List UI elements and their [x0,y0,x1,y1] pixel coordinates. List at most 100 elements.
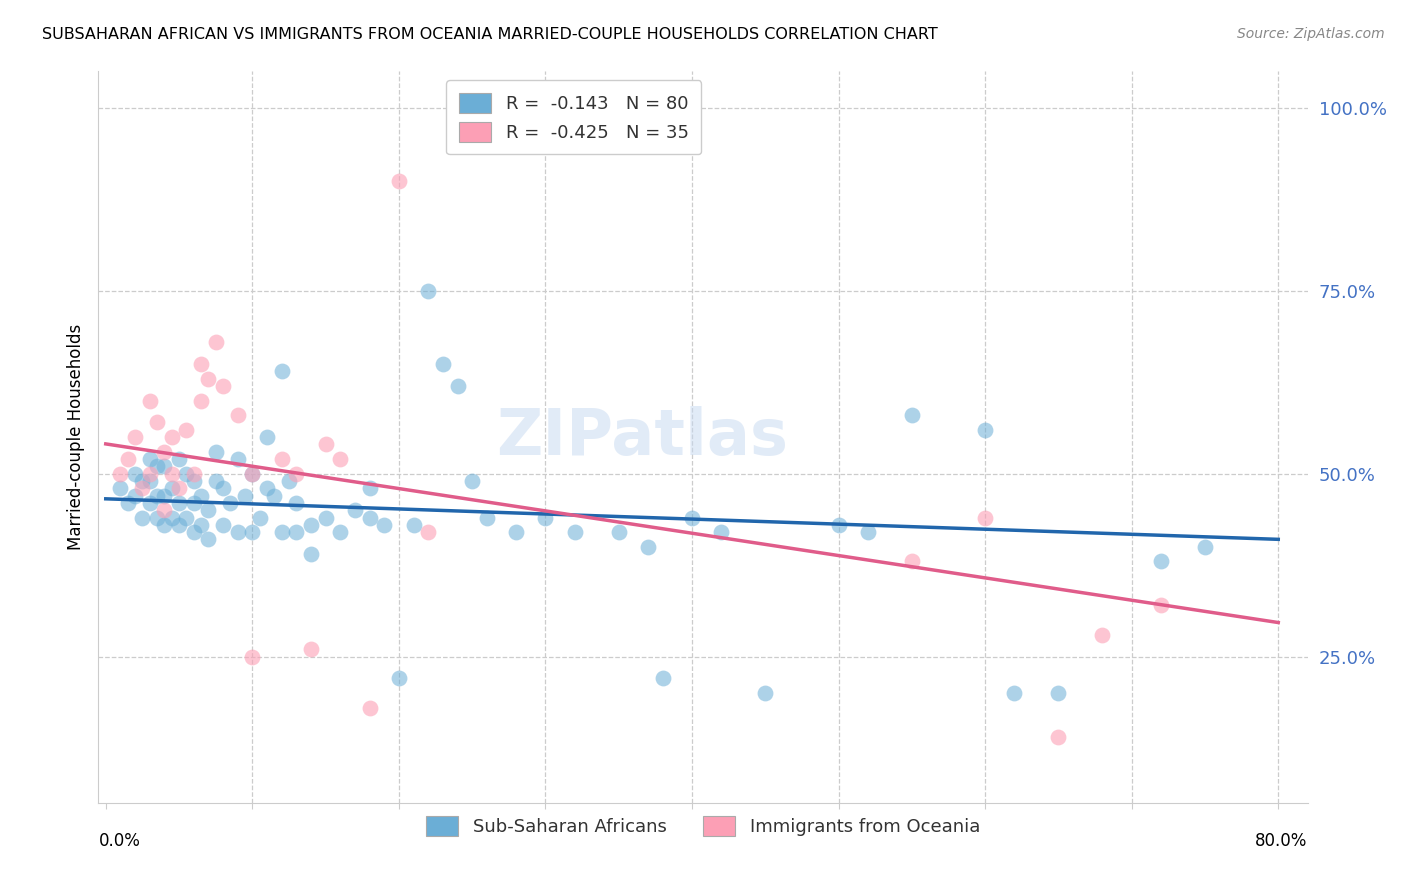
Point [343,503,366,517]
Point [167,481,190,495]
Point [197,371,219,385]
Point [240,467,263,481]
Point [446,379,468,393]
Point [197,503,219,517]
Point [146,416,169,430]
Point [131,474,153,488]
Point [373,517,395,532]
Point [329,525,352,540]
Point [754,686,776,700]
Point [1047,686,1070,700]
Point [461,474,484,488]
Point [110,467,132,481]
Point [299,517,322,532]
Point [124,430,146,444]
Point [212,379,235,393]
Point [388,672,411,686]
Point [183,474,205,488]
Point [475,510,498,524]
Point [153,444,176,458]
Point [190,517,212,532]
Point [117,452,139,467]
Point [226,525,249,540]
Point [110,481,132,495]
Text: SUBSAHARAN AFRICAN VS IMMIGRANTS FROM OCEANIA MARRIED-COUPLE HOUSEHOLDS CORRELAT: SUBSAHARAN AFRICAN VS IMMIGRANTS FROM OC… [42,27,938,42]
Point [160,430,183,444]
Point [418,525,440,540]
Point [564,525,586,540]
Point [226,408,249,422]
Point [190,393,212,408]
Point [146,489,169,503]
Point [1091,627,1114,641]
Point [607,525,630,540]
Point [974,423,997,437]
Point [901,554,924,568]
Point [138,452,160,467]
Point [285,525,308,540]
Point [233,489,256,503]
Text: 0.0%: 0.0% [98,832,141,850]
Point [183,496,205,510]
Point [263,489,285,503]
Point [285,496,308,510]
Point [138,393,160,408]
Point [315,437,337,451]
Point [146,510,169,524]
Point [1004,686,1026,700]
Point [131,481,153,495]
Point [219,496,242,510]
Point [138,474,160,488]
Text: Source: ZipAtlas.com: Source: ZipAtlas.com [1237,27,1385,41]
Point [637,540,659,554]
Point [240,649,263,664]
Text: ZIPatlas: ZIPatlas [496,406,789,468]
Point [212,517,235,532]
Point [146,459,169,474]
Point [432,357,454,371]
Point [285,467,308,481]
Point [153,489,176,503]
Point [278,474,301,488]
Point [534,510,557,524]
Point [160,481,183,495]
Text: 80.0%: 80.0% [1256,832,1308,850]
Y-axis label: Married-couple Households: Married-couple Households [66,324,84,550]
Legend: Sub-Saharan Africans, Immigrants from Oceania: Sub-Saharan Africans, Immigrants from Oc… [416,807,990,845]
Point [1047,730,1070,744]
Point [270,364,292,378]
Point [197,533,219,547]
Point [974,510,997,524]
Point [183,525,205,540]
Point [299,547,322,561]
Point [204,474,226,488]
Point [249,510,271,524]
Point [1194,540,1216,554]
Point [167,517,190,532]
Point [418,284,440,298]
Point [1150,554,1173,568]
Point [183,467,205,481]
Point [153,459,176,474]
Point [710,525,733,540]
Point [901,408,924,422]
Point [153,503,176,517]
Point [240,525,263,540]
Point [256,430,278,444]
Point [226,452,249,467]
Point [160,510,183,524]
Point [204,444,226,458]
Point [240,467,263,481]
Point [117,496,139,510]
Point [1150,599,1173,613]
Point [153,517,176,532]
Point [124,467,146,481]
Point [176,510,198,524]
Point [256,481,278,495]
Point [176,423,198,437]
Point [827,517,849,532]
Point [270,452,292,467]
Point [505,525,527,540]
Point [160,467,183,481]
Point [856,525,879,540]
